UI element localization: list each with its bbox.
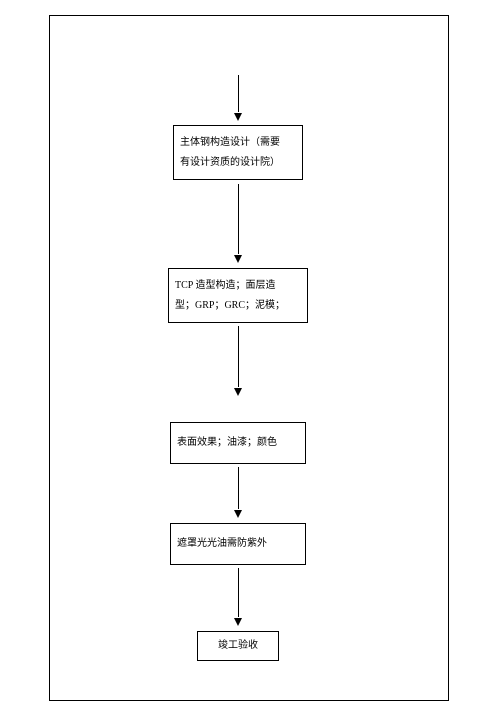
- arrow-shaft: [238, 75, 239, 112]
- arrow-head-icon: [234, 618, 242, 626]
- arrow-shaft: [238, 568, 239, 617]
- flowchart-node: 竣工验收: [197, 631, 279, 661]
- flowchart-node-line: 型；GRP；GRC；泥模；: [175, 296, 301, 316]
- arrow-head-icon: [234, 113, 242, 121]
- flowchart-node-line: TCP 造型构造；面层造: [175, 276, 301, 296]
- flowchart-node-line: 表面效果；油漆；颜色: [177, 433, 299, 453]
- arrow-shaft: [238, 184, 239, 254]
- arrow-shaft: [238, 326, 239, 387]
- flowchart-node: TCP 造型构造；面层造型；GRP；GRC；泥模；: [168, 268, 308, 323]
- flowchart-node-line: 遮罩光光油需防紫外: [177, 534, 299, 554]
- flowchart-node-line: 竣工验收: [218, 636, 258, 656]
- flowchart-node-line: 有设计资质的设计院）: [180, 153, 296, 173]
- flowchart-node: 遮罩光光油需防紫外: [170, 523, 306, 565]
- flowchart-node: 表面效果；油漆；颜色: [170, 422, 306, 464]
- flowchart-node: 主体钢构造设计（需要有设计资质的设计院）: [173, 125, 303, 180]
- flowchart-node-line: 主体钢构造设计（需要: [180, 133, 296, 153]
- arrow-shaft: [238, 467, 239, 509]
- arrow-head-icon: [234, 510, 242, 518]
- arrow-head-icon: [234, 255, 242, 263]
- page-outer-border: [49, 15, 449, 701]
- arrow-head-icon: [234, 388, 242, 396]
